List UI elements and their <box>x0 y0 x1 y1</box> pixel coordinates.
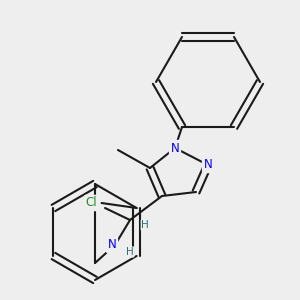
Text: N: N <box>204 158 212 172</box>
Text: N: N <box>108 238 116 251</box>
Text: H: H <box>126 247 134 257</box>
Text: H: H <box>141 220 149 230</box>
Text: Cl: Cl <box>86 196 98 209</box>
Text: N: N <box>171 142 179 154</box>
